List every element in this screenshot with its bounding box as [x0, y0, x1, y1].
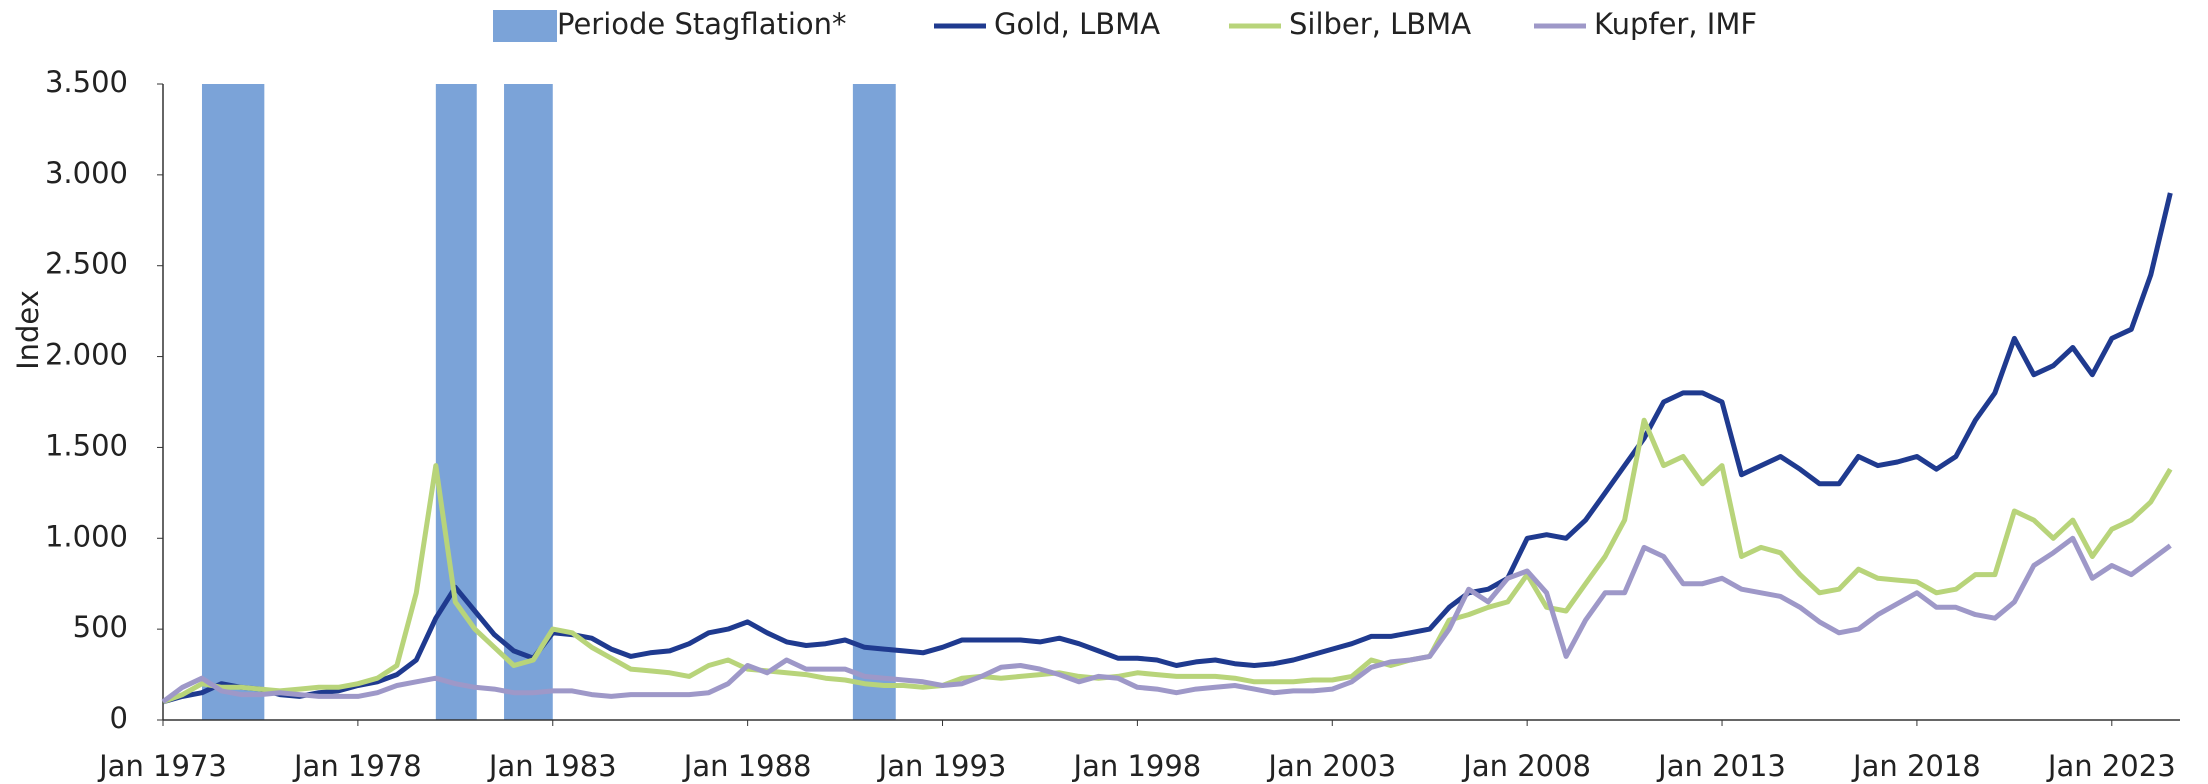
- y-tick-label: 1.500: [45, 428, 128, 462]
- x-tick-label: Jan 2008: [1461, 749, 1591, 783]
- y-tick-label: 3.000: [45, 156, 128, 190]
- legend-label: Silber, LBMA: [1289, 7, 1471, 41]
- stagflation-period: [504, 84, 553, 720]
- legend-label: Gold, LBMA: [994, 7, 1160, 41]
- x-tick-label: Jan 1988: [682, 749, 812, 783]
- y-tick-label: 2.000: [45, 338, 128, 372]
- y-tick-label: 0: [110, 701, 128, 735]
- x-tick-label: Jan 1978: [292, 749, 422, 783]
- y-axis-label: Index: [11, 290, 45, 370]
- series-line: [162, 417, 2173, 705]
- y-tick-label: 3.500: [45, 65, 128, 99]
- y-tick-label: 1.000: [45, 519, 128, 553]
- x-tick-label: Jan 2003: [1266, 749, 1396, 783]
- legend-label: Kupfer, IMF: [1594, 7, 1757, 41]
- y-tick-label: 500: [73, 610, 128, 644]
- x-tick-label: Jan 2013: [1656, 749, 1786, 783]
- stagflation-period: [201, 84, 265, 720]
- x-tick-label: Jan 1973: [97, 749, 227, 783]
- series-line: [161, 535, 2172, 704]
- series-line: [162, 192, 2173, 705]
- x-tick-label: Jan 2018: [1851, 749, 1981, 783]
- x-tick-label: Jan 1993: [877, 749, 1007, 783]
- x-tick-label: Jan 2023: [2046, 749, 2176, 783]
- x-tick-label: Jan 1983: [487, 749, 617, 783]
- legend-label: Periode Stagflation*: [557, 7, 847, 41]
- legend-swatch: [493, 10, 557, 42]
- x-tick-label: Jan 1998: [1072, 749, 1202, 783]
- stagflation-period: [435, 84, 477, 720]
- stagflation-period: [852, 84, 896, 720]
- y-tick-label: 2.500: [45, 247, 128, 281]
